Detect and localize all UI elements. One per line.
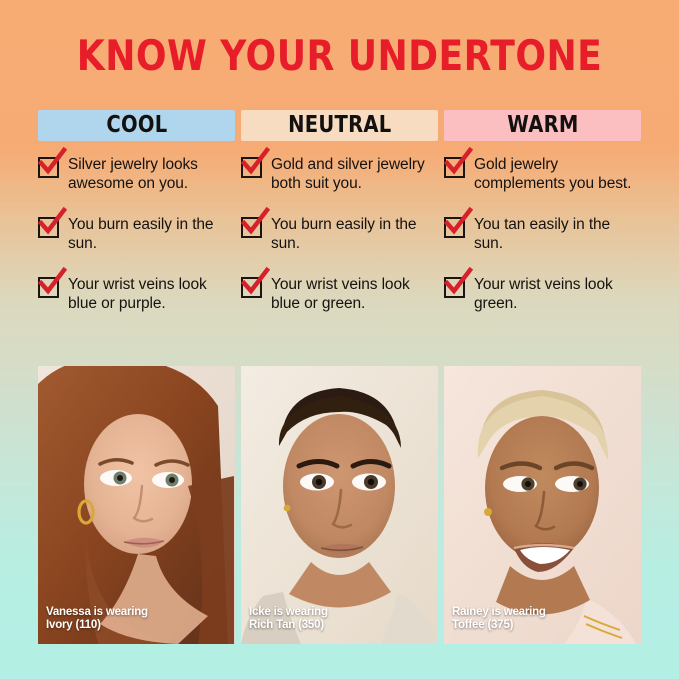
checklist-item-label: Your wrist veins look blue or green. — [271, 276, 410, 312]
checkbox-checked-icon[interactable] — [443, 146, 474, 178]
checklist-warm: Gold jewelry complements you best. You t… — [443, 146, 641, 319]
checkbox-checked-icon[interactable] — [240, 146, 271, 178]
model-photo-row: Vanessa is wearing Ivory (110) — [38, 366, 642, 644]
column-cool: COOL Silver jewelry looks awesome on you… — [37, 110, 235, 319]
column-neutral: NEUTRAL Gold and silver jewelry both sui… — [240, 110, 438, 319]
column-header-warm: WARM — [444, 110, 641, 141]
checklist-cool: Silver jewelry looks awesome on you. You… — [37, 146, 235, 319]
checklist-item[interactable]: Silver jewelry looks awesome on you. — [37, 146, 235, 199]
checklist-item[interactable]: Gold and silver jewelry both suit you. — [240, 146, 438, 199]
page-title: KNOW YOUR UNDERTONE — [76, 31, 603, 80]
checklist-item-label: Gold and silver jewelry both suit you. — [271, 156, 425, 192]
caption-line-2: Toffee (375) — [452, 619, 514, 631]
checklist-item[interactable]: Your wrist veins look blue or green. — [240, 266, 438, 319]
column-header-cool: COOL — [38, 110, 235, 141]
checklist-item[interactable]: You burn easily in the sun. — [37, 206, 235, 259]
column-warm: WARM Gold jewelry complements you best. … — [443, 110, 641, 319]
checklist-neutral: Gold and silver jewelry both suit you. Y… — [240, 146, 438, 319]
checkbox-checked-icon[interactable] — [240, 266, 271, 298]
model-photo-icke: Icke is wearing Rich Tan (350) — [241, 366, 438, 644]
caption-line-1: Vanessa is wearing — [46, 606, 148, 618]
checklist-item-label: You burn easily in the sun. — [68, 216, 214, 252]
checklist-item-label: You tan easily in the sun. — [474, 216, 611, 252]
model-photo-vanessa: Vanessa is wearing Ivory (110) — [38, 366, 235, 644]
checkbox-checked-icon[interactable] — [443, 206, 474, 238]
photo-caption: Rainey is wearing Toffee (375) — [452, 606, 546, 632]
checklist-item-label: Your wrist veins look blue or purple. — [68, 276, 207, 312]
checkbox-checked-icon[interactable] — [443, 266, 474, 298]
caption-line-2: Rich Tan (350) — [249, 619, 324, 631]
column-header-label: COOL — [105, 112, 168, 138]
checklist-item[interactable]: Your wrist veins look blue or purple. — [37, 266, 235, 319]
photo-caption: Icke is wearing Rich Tan (350) — [249, 606, 328, 632]
column-header-neutral: NEUTRAL — [241, 110, 438, 141]
photo-caption: Vanessa is wearing Ivory (110) — [46, 606, 148, 632]
caption-line-2: Ivory (110) — [46, 619, 101, 631]
undertone-columns: COOL Silver jewelry looks awesome on you… — [37, 110, 642, 319]
checkbox-checked-icon[interactable] — [37, 146, 68, 178]
checkbox-checked-icon[interactable] — [37, 266, 68, 298]
checklist-item-label: Silver jewelry looks awesome on you. — [68, 156, 198, 192]
checklist-item[interactable]: Gold jewelry complements you best. — [443, 146, 641, 199]
checklist-item-label: Gold jewelry complements you best. — [474, 156, 632, 192]
column-header-label: WARM — [506, 112, 579, 138]
checkbox-checked-icon[interactable] — [37, 206, 68, 238]
checklist-item-label: You burn easily in the sun. — [271, 216, 417, 252]
checkbox-checked-icon[interactable] — [240, 206, 271, 238]
checklist-item[interactable]: You burn easily in the sun. — [240, 206, 438, 259]
model-photo-rainey: Rainey is wearing Toffee (375) — [444, 366, 641, 644]
checklist-item[interactable]: You tan easily in the sun. — [443, 206, 641, 259]
caption-line-1: Icke is wearing — [249, 606, 328, 618]
caption-line-1: Rainey is wearing — [452, 606, 546, 618]
column-header-label: NEUTRAL — [287, 112, 392, 138]
checklist-item[interactable]: Your wrist veins look green. — [443, 266, 641, 319]
checklist-item-label: Your wrist veins look green. — [474, 276, 613, 312]
